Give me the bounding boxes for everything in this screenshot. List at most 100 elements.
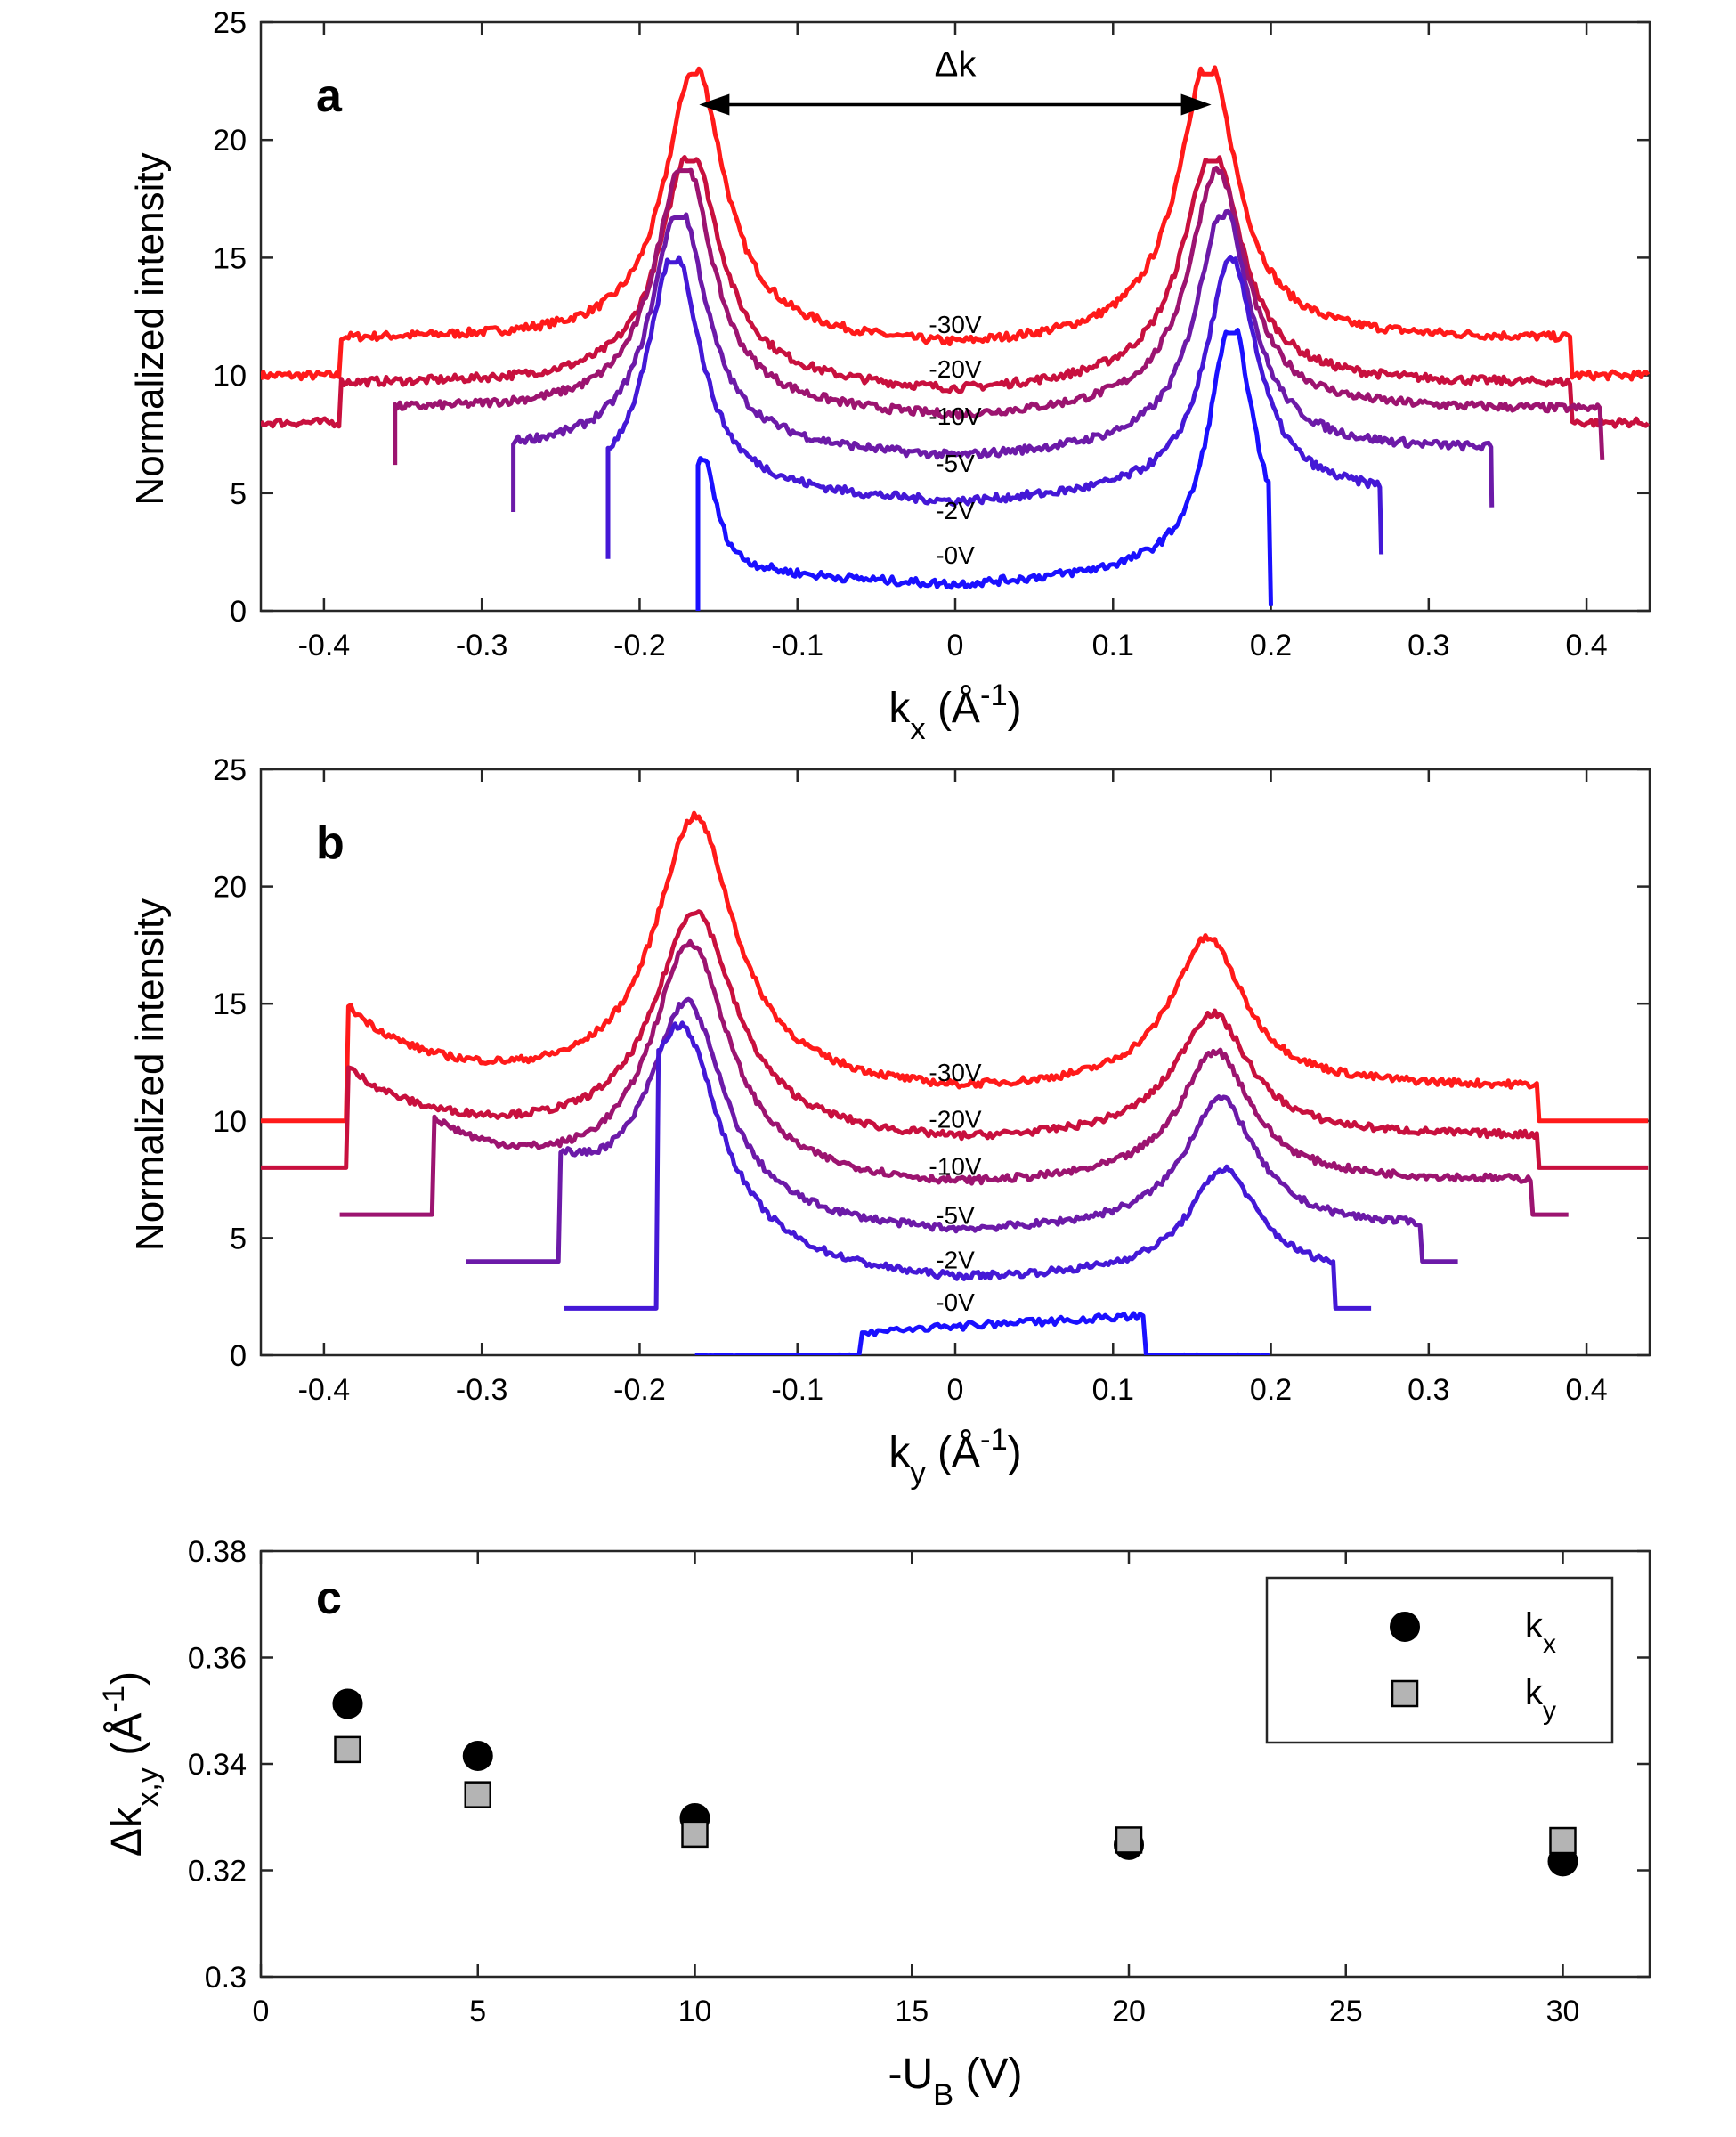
x-tick-label: 0.1 xyxy=(1092,629,1134,662)
x-tick-label: 0.1 xyxy=(1092,1373,1134,1407)
y-tick-label: 0.3 xyxy=(205,1961,247,1995)
legend-label: ky xyxy=(1525,1673,1556,1726)
series-line--10V xyxy=(393,166,1605,466)
panel-c: 0 5 10 15 20 25 30 0.3 0.32 0.34 0.36 0.38 c -UB (V) Δ… xyxy=(97,1535,1651,2112)
series-label: -2V xyxy=(936,497,975,524)
x-tick-label: 0.3 xyxy=(1407,1373,1449,1407)
x-axis-label-sup: -1 xyxy=(980,678,1008,712)
point-kx xyxy=(332,1688,363,1719)
y-tick-label: 5 xyxy=(230,477,247,511)
legend-label-sub: y xyxy=(1543,1696,1556,1726)
point-ky xyxy=(1549,1826,1577,1855)
panel-b: -0.4 -0.3 -0.2 -0.1 0 0.1 0.2 0.3 0.4 0 5 10 15 20 25 b… xyxy=(128,753,1651,1491)
x-tick-label: 20 xyxy=(1112,1995,1146,2028)
x-axis-label-close: ) xyxy=(1008,1429,1022,1476)
y-axis-label-tail: (Å xyxy=(103,1713,150,1767)
point-ky xyxy=(1115,1826,1143,1854)
legend-marker-circle xyxy=(1390,1612,1420,1642)
x-tick-label: 0.4 xyxy=(1565,629,1607,662)
x-tick-label: -0.1 xyxy=(771,1373,823,1407)
x-axis-label: kx (Å-1) xyxy=(888,678,1021,746)
x-tick-label: 0.3 xyxy=(1407,629,1449,662)
y-tick-label: 0.34 xyxy=(188,1748,247,1782)
x-tick-label: 15 xyxy=(895,1995,929,2028)
x-axis-label-main: -U xyxy=(888,2051,933,2098)
series-line--10V xyxy=(339,938,1569,1217)
delta-k-arrowhead-left xyxy=(699,93,730,116)
x-axis-label-tail: (Å xyxy=(926,1429,980,1476)
y-tick-label: 5 xyxy=(230,1222,247,1255)
x-axis-label-tail: (Å xyxy=(926,685,980,732)
series-label: -0V xyxy=(936,541,975,569)
point-ky xyxy=(334,1735,361,1764)
y-tick-label: 0.38 xyxy=(188,1535,247,1569)
x-axis-label: ky (Å-1) xyxy=(888,1423,1021,1491)
legend-label-sub: x xyxy=(1543,1629,1556,1659)
delta-k-label: Δk xyxy=(935,45,978,85)
series-line--2V xyxy=(605,255,1384,559)
legend-label: kx xyxy=(1525,1606,1556,1659)
y-axis-label-close: ) xyxy=(103,1671,150,1686)
panel-a: -0.4 -0.3 -0.2 -0.1 0 0.1 0.2 0.3 0.4 0 5 10 15 20 25 a… xyxy=(128,6,1651,746)
y-tick-label: 0.32 xyxy=(188,1855,247,1889)
series-label: -30V xyxy=(929,311,981,338)
series-line--0V xyxy=(695,328,1273,611)
x-tick-label: -0.2 xyxy=(613,629,666,662)
series-label: -0V xyxy=(936,1288,975,1316)
y-axis-label-main: Δk xyxy=(103,1806,150,1857)
y-axis-label: Normalized intensity xyxy=(128,152,172,505)
x-tick-label: 0.2 xyxy=(1250,629,1292,662)
series-label: -20V xyxy=(929,1106,981,1134)
y-tick-label: 10 xyxy=(213,1105,247,1139)
legend-label-main: k xyxy=(1525,1673,1544,1712)
y-tick-label: 20 xyxy=(213,124,247,158)
x-tick-label: 30 xyxy=(1546,1995,1580,2028)
x-axis-label: -UB (V) xyxy=(888,2051,1022,2112)
series-label: -5V xyxy=(936,450,975,477)
series-label: -30V xyxy=(929,1059,981,1086)
point-ky xyxy=(681,1820,709,1849)
point-ky xyxy=(464,1781,491,1808)
series-line--2V xyxy=(564,1020,1372,1311)
y-tick-label: 15 xyxy=(213,987,247,1021)
y-axis-label: Δkx,y (Å-1) xyxy=(97,1671,165,1857)
series-label: -10V xyxy=(929,402,981,430)
series-line--5V xyxy=(511,208,1495,512)
legend-box xyxy=(1265,1576,1614,1744)
series-line--30V xyxy=(261,810,1649,1124)
x-tick-label: -0.3 xyxy=(456,629,508,662)
x-axis-label-main: k xyxy=(888,685,911,732)
x-axis-label-close: ) xyxy=(1008,685,1022,732)
series-line--30V xyxy=(261,65,1650,382)
y-tick-label: 15 xyxy=(213,241,247,275)
y-axis-label-sub: x,y xyxy=(131,1767,165,1807)
series-line--20V xyxy=(261,155,1650,429)
y-axis-label: Normalized intensity xyxy=(128,898,172,1251)
x-axis-label-sub: y xyxy=(910,1457,926,1491)
legend-label-main: k xyxy=(1525,1606,1544,1645)
series-label: -20V xyxy=(929,355,981,383)
series-label: -2V xyxy=(936,1247,975,1274)
series-label: -10V xyxy=(929,1152,981,1180)
x-tick-label: 5 xyxy=(469,1995,486,2028)
x-tick-label: 0.4 xyxy=(1565,1373,1607,1407)
x-tick-label: -0.2 xyxy=(613,1373,666,1407)
x-tick-label: -0.3 xyxy=(456,1373,508,1407)
x-tick-label: 0 xyxy=(253,1995,270,2028)
x-axis-label-sup: -1 xyxy=(980,1423,1008,1457)
y-tick-label: 0 xyxy=(230,1339,247,1373)
x-tick-label: 0.2 xyxy=(1250,1373,1292,1407)
x-axis-label-sub: x xyxy=(910,712,925,746)
y-tick-label: 10 xyxy=(213,360,247,394)
x-tick-label: -0.4 xyxy=(298,1373,351,1407)
series-line--5V xyxy=(466,996,1458,1264)
delta-k-arrowhead-right xyxy=(1180,93,1212,116)
x-axis-label-main: k xyxy=(888,1429,911,1476)
y-tick-label: 25 xyxy=(213,6,247,40)
panel-label: c xyxy=(316,1572,342,1624)
legend-marker-square xyxy=(1391,1679,1419,1708)
y-tick-label: 0 xyxy=(230,595,247,629)
y-tick-label: 0.36 xyxy=(188,1642,247,1676)
